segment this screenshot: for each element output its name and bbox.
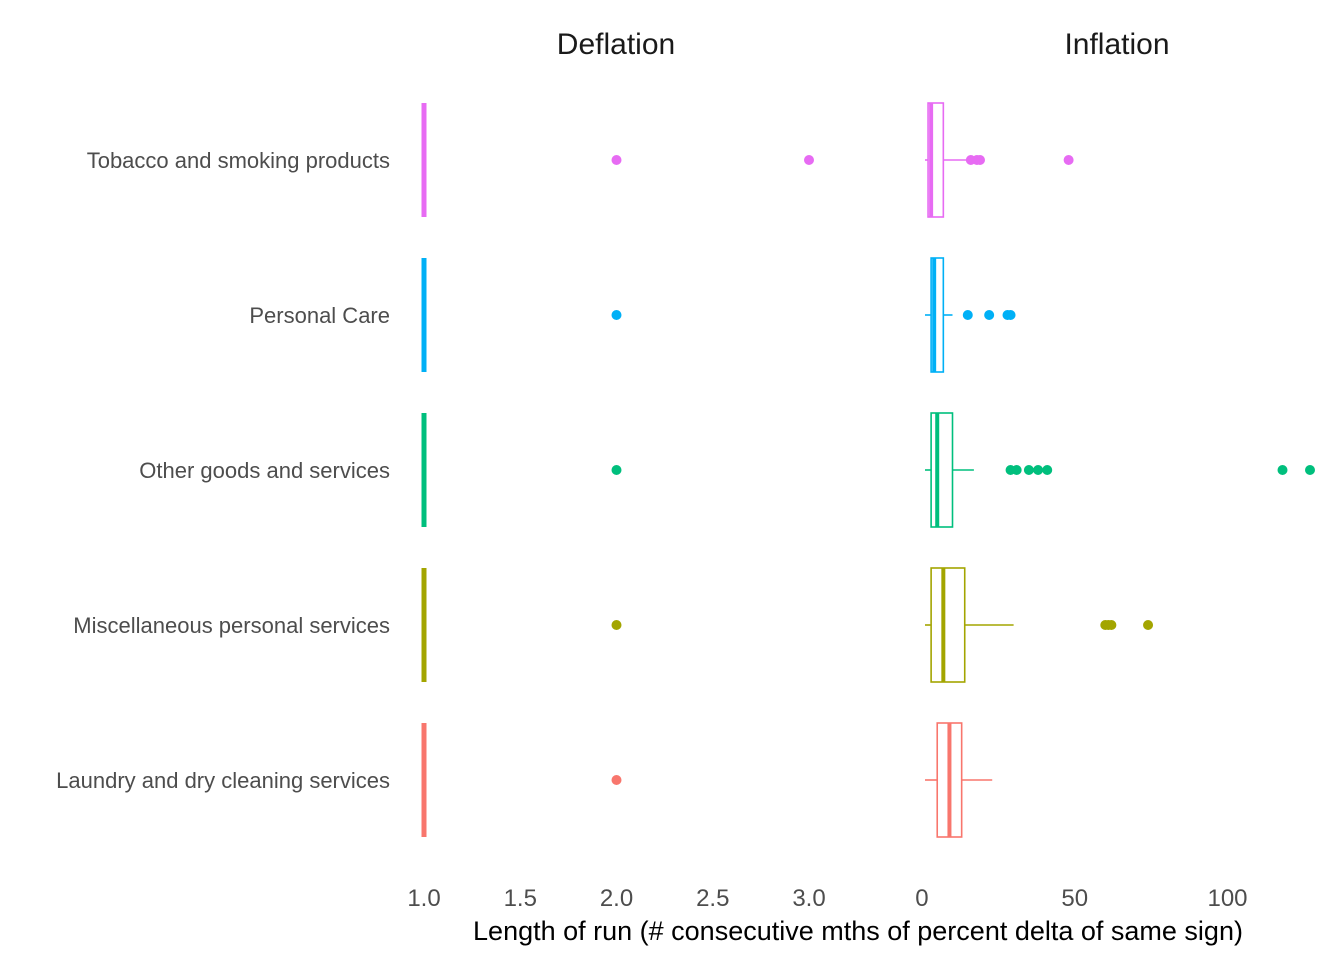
outlier-point bbox=[1277, 465, 1288, 475]
outlier-point bbox=[975, 155, 985, 165]
category-label-tobacco-and-smoking-products: Tobacco and smoking products bbox=[87, 148, 390, 173]
box-laundry-and-dry-cleaning-services bbox=[421, 723, 622, 837]
outlier-point bbox=[1106, 620, 1117, 630]
outlier-point bbox=[984, 310, 995, 320]
outlier-point bbox=[1011, 465, 1022, 475]
category-label-personal-care: Personal Care bbox=[249, 303, 390, 328]
outlier-point bbox=[611, 620, 622, 630]
x-tick-label-deflation: 1.0 bbox=[407, 885, 440, 912]
facet-title-deflation: Deflation bbox=[557, 28, 675, 61]
category-labels: Tobacco and smoking products Personal Car… bbox=[56, 148, 390, 793]
x-tick-label-deflation: 2.5 bbox=[696, 885, 729, 912]
outlier-point bbox=[962, 310, 973, 320]
category-label-laundry-and-dry-cleaning-services: Laundry and dry cleaning services bbox=[56, 768, 390, 793]
box-body bbox=[927, 102, 945, 218]
outlier-point bbox=[611, 465, 622, 475]
box-other-goods-and-services bbox=[925, 412, 1315, 528]
outlier-point bbox=[611, 155, 622, 165]
x-axis-title: Length of run (# consecutive mths of per… bbox=[473, 916, 1243, 946]
category-label-miscellaneous-personal-services: Miscellaneous personal services bbox=[73, 613, 390, 638]
x-tick-label-deflation: 3.0 bbox=[792, 885, 825, 912]
outlier-point bbox=[1063, 155, 1074, 165]
x-tick-label-deflation: 2.0 bbox=[600, 885, 633, 912]
facet-inflation: Inflation 0 50 100 bbox=[915, 28, 1315, 912]
outlier-point bbox=[1042, 465, 1053, 475]
outlier-point bbox=[1305, 465, 1315, 475]
outlier-point bbox=[1023, 465, 1034, 475]
box-body bbox=[930, 257, 945, 373]
box-tobacco-and-smoking-products bbox=[925, 102, 1074, 218]
x-tick-label-inflation: 50 bbox=[1061, 885, 1088, 912]
outlier-point bbox=[1005, 310, 1016, 320]
outlier-point bbox=[804, 155, 814, 165]
x-tick-label-inflation: 100 bbox=[1207, 885, 1247, 912]
outlier-point bbox=[611, 775, 622, 785]
box-personal-care bbox=[421, 258, 622, 372]
box-personal-care bbox=[925, 257, 1016, 373]
outlier-point bbox=[1033, 465, 1044, 475]
box-other-goods-and-services bbox=[421, 413, 622, 527]
facet-deflation: Deflation 1.0 1.5 2.0 2.5 3.0 bbox=[407, 28, 825, 912]
x-tick-label-deflation: 1.5 bbox=[504, 885, 537, 912]
box-tobacco-and-smoking-products bbox=[421, 103, 814, 217]
box-body bbox=[930, 412, 954, 528]
outlier-point bbox=[1143, 620, 1154, 630]
facet-title-inflation: Inflation bbox=[1064, 28, 1169, 61]
category-label-other-goods-and-services: Other goods and services bbox=[139, 458, 390, 483]
box-body bbox=[930, 567, 966, 683]
outlier-point bbox=[611, 310, 622, 320]
box-miscellaneous-personal-services bbox=[421, 568, 622, 682]
box-laundry-and-dry-cleaning-services bbox=[925, 722, 993, 838]
box-miscellaneous-personal-services bbox=[925, 567, 1154, 683]
x-tick-label-inflation: 0 bbox=[915, 885, 928, 912]
